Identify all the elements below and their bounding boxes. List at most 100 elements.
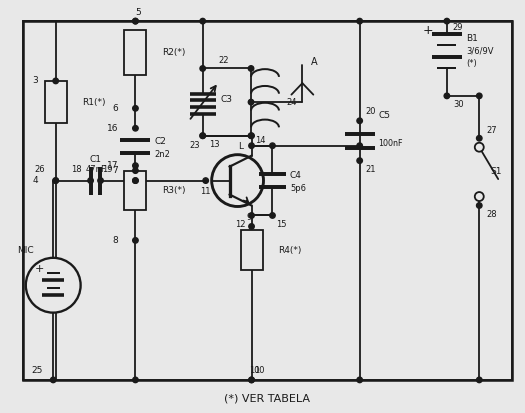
- Circle shape: [133, 178, 138, 183]
- Circle shape: [249, 377, 254, 383]
- Circle shape: [133, 19, 138, 24]
- Circle shape: [444, 93, 449, 99]
- Circle shape: [477, 135, 482, 141]
- Text: 7: 7: [112, 166, 118, 175]
- Bar: [240, 230, 262, 270]
- Text: 30: 30: [453, 100, 464, 109]
- Text: R3(*): R3(*): [162, 186, 186, 195]
- Text: 4: 4: [33, 176, 38, 185]
- Text: 18: 18: [71, 165, 82, 174]
- Text: 2n2: 2n2: [154, 150, 170, 159]
- Text: 3: 3: [33, 76, 38, 85]
- Circle shape: [133, 168, 138, 173]
- Text: S1: S1: [490, 167, 502, 176]
- Circle shape: [475, 143, 484, 152]
- Circle shape: [98, 178, 103, 183]
- Circle shape: [133, 377, 138, 383]
- Circle shape: [26, 258, 81, 313]
- Circle shape: [53, 178, 58, 183]
- Text: A: A: [311, 57, 318, 67]
- Circle shape: [53, 78, 58, 84]
- Text: R2(*): R2(*): [162, 48, 186, 57]
- Text: C5: C5: [379, 112, 391, 120]
- Text: +: +: [35, 264, 44, 274]
- Circle shape: [248, 133, 254, 138]
- Circle shape: [133, 106, 138, 111]
- Text: C1: C1: [90, 155, 101, 164]
- Circle shape: [88, 178, 93, 183]
- Text: 27: 27: [487, 126, 497, 135]
- Circle shape: [249, 377, 254, 383]
- Circle shape: [133, 178, 138, 183]
- Circle shape: [248, 100, 254, 105]
- Text: C4: C4: [290, 171, 302, 180]
- Text: 29: 29: [453, 23, 464, 32]
- Text: 14: 14: [256, 136, 266, 145]
- Circle shape: [477, 377, 482, 383]
- Text: C2: C2: [154, 138, 166, 147]
- Text: 3/6/9V: 3/6/9V: [466, 47, 494, 55]
- Circle shape: [133, 237, 138, 243]
- Circle shape: [133, 126, 138, 131]
- Circle shape: [475, 192, 484, 201]
- Circle shape: [444, 19, 449, 24]
- Bar: [23, 21, 512, 380]
- Circle shape: [270, 143, 275, 148]
- Text: 25: 25: [31, 366, 42, 375]
- Text: 24: 24: [287, 97, 297, 107]
- Circle shape: [357, 19, 362, 24]
- Circle shape: [50, 377, 56, 383]
- Text: 10: 10: [249, 366, 259, 375]
- Circle shape: [477, 203, 482, 208]
- Text: 19: 19: [102, 165, 113, 174]
- Text: 21: 21: [365, 165, 376, 174]
- Circle shape: [357, 118, 362, 123]
- Text: 8: 8: [112, 236, 118, 245]
- Text: 22: 22: [218, 56, 229, 65]
- Circle shape: [270, 213, 275, 218]
- Circle shape: [53, 178, 58, 183]
- Text: (*): (*): [466, 59, 477, 68]
- Circle shape: [133, 19, 138, 24]
- Bar: [124, 171, 146, 211]
- Text: 9: 9: [246, 213, 251, 222]
- Circle shape: [212, 155, 264, 206]
- Text: 10: 10: [254, 366, 265, 375]
- Circle shape: [133, 163, 138, 169]
- Text: 20: 20: [365, 107, 376, 116]
- Text: 11: 11: [201, 187, 211, 196]
- Text: 15: 15: [277, 220, 287, 229]
- Text: 6: 6: [112, 104, 118, 113]
- Text: 12: 12: [235, 220, 246, 229]
- Text: 26: 26: [34, 165, 45, 174]
- Text: +: +: [423, 24, 433, 37]
- Text: R4(*): R4(*): [278, 246, 302, 255]
- Circle shape: [249, 143, 254, 148]
- Text: C3: C3: [220, 95, 232, 104]
- Circle shape: [200, 19, 205, 24]
- Text: (*) VER TABELA: (*) VER TABELA: [225, 393, 310, 404]
- Bar: [124, 30, 146, 75]
- Text: 17: 17: [107, 161, 118, 170]
- Circle shape: [249, 133, 254, 138]
- Circle shape: [249, 224, 254, 229]
- Text: 23: 23: [190, 141, 200, 150]
- Text: 5: 5: [135, 8, 141, 17]
- Circle shape: [249, 213, 254, 218]
- Text: 47nF: 47nF: [85, 165, 106, 174]
- Bar: [45, 81, 67, 123]
- Text: MIC: MIC: [17, 246, 34, 255]
- Circle shape: [477, 93, 482, 99]
- Circle shape: [200, 133, 205, 138]
- Text: L: L: [238, 142, 244, 151]
- Text: 28: 28: [487, 210, 497, 219]
- Circle shape: [200, 133, 205, 138]
- Text: 5p6: 5p6: [290, 183, 306, 192]
- Text: 100nF: 100nF: [379, 139, 403, 148]
- Circle shape: [203, 178, 208, 183]
- Text: B1: B1: [466, 34, 478, 43]
- Circle shape: [248, 66, 254, 71]
- Circle shape: [357, 158, 362, 164]
- Text: 13: 13: [208, 140, 219, 149]
- Circle shape: [357, 143, 362, 148]
